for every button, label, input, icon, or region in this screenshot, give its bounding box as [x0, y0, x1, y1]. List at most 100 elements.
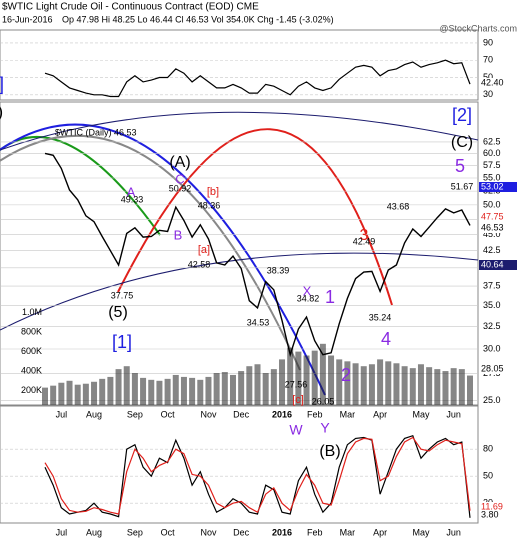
x-tick-label: Oct: [161, 409, 176, 419]
end-label: 3.80: [481, 509, 499, 519]
x-tick-label: Aug: [86, 527, 102, 537]
annotation: 48.36: [198, 200, 221, 210]
annotation: C: [175, 171, 184, 186]
volume-bar: [328, 355, 335, 405]
volume-bar: [123, 366, 130, 405]
date: 16-Jun-2016: [2, 14, 53, 24]
annotation: 37.75: [111, 290, 134, 300]
volume-bar: [107, 376, 114, 405]
volume-bar: [401, 366, 408, 405]
volume-tick-label: 1.0M: [22, 307, 42, 317]
y-tick-label: 57.5: [483, 160, 501, 170]
volume-bar: [254, 364, 261, 405]
volume-bar: [164, 378, 171, 405]
end-label-box: [479, 502, 517, 512]
x-tick-label: Jun: [446, 409, 461, 419]
end-label: 46.53: [481, 222, 504, 232]
envelope: [0, 252, 479, 331]
volume-bar: [409, 368, 416, 405]
end-label: 42.40: [481, 77, 504, 87]
end-label: 11.69: [481, 501, 503, 511]
volume-bar: [172, 374, 179, 405]
annotation: 34.82: [297, 293, 320, 303]
series-line: [44, 59, 471, 98]
volume-bar: [270, 369, 277, 405]
volume-bar: [189, 377, 196, 405]
x-tick-label: Aug: [86, 409, 102, 419]
annotation: [b]: [207, 186, 219, 198]
volume-bar: [467, 375, 473, 405]
volume-bar: [295, 351, 302, 405]
annotation: 50.92: [169, 183, 192, 193]
annotation: (B): [319, 443, 340, 460]
source: @StockCharts.com: [439, 23, 517, 33]
volume-bar: [434, 369, 441, 405]
info-line: Op 47.98 Hi 48.25 Lo 46.44 Cl 46.53 Vol …: [62, 14, 334, 24]
volume-bar: [352, 363, 359, 405]
envelope: [0, 111, 479, 151]
x-tick-label: Jul: [56, 527, 68, 537]
annotation: 49.33: [121, 194, 144, 204]
y-tick-label: 37.5: [483, 280, 501, 290]
annotation: Y: [320, 420, 330, 436]
cycle-arcs: [0, 111, 479, 396]
volume-bar: [426, 367, 433, 405]
volume-bar: [393, 363, 400, 405]
x-tick-label: Feb: [307, 527, 323, 537]
annotation: 5: [455, 156, 465, 176]
volume-tick-label: 600K: [21, 346, 42, 356]
cycle-arc: [0, 135, 161, 236]
annotation: W: [289, 422, 303, 438]
volume-bar: [58, 382, 65, 405]
volume-bar: [458, 369, 465, 405]
series-line: [44, 434, 471, 518]
annotation: 35.24: [369, 312, 392, 322]
volume-bar: [287, 347, 294, 405]
annotation: [c]: [292, 394, 304, 406]
volume-bar: [205, 376, 212, 405]
volume-bar: [74, 384, 81, 405]
volume-bar: [377, 359, 384, 405]
cycle-arc: [0, 134, 301, 371]
volume-bar: [262, 373, 269, 405]
annotation: 51.67: [451, 181, 474, 191]
end-label-box: [479, 78, 517, 88]
end-label-box: [479, 510, 517, 520]
x-tick-label: May: [412, 527, 430, 537]
volume-bar: [156, 380, 163, 405]
x-tick-label: Dec: [233, 409, 250, 419]
annotation: [1]: [112, 332, 132, 352]
volume-bar: [180, 376, 187, 405]
stochastic-panel: [0, 405, 479, 524]
annotation: 26.05: [312, 396, 335, 406]
y-tick-label: 80: [483, 444, 493, 454]
x-tick-label: 2016: [272, 409, 292, 419]
annotation: [2]: [452, 105, 472, 125]
x-tick-label: Mar: [340, 409, 356, 419]
x-tick-label: Mar: [340, 527, 356, 537]
series-line: [44, 152, 471, 358]
volume-bar: [213, 373, 220, 405]
x-tick-label: Dec: [233, 527, 250, 537]
volume-bar: [221, 372, 228, 405]
annotation: (C): [0, 104, 3, 121]
volume-bar: [303, 355, 310, 405]
volume-bar: [140, 377, 147, 405]
y-tick-label: 60.0: [483, 148, 501, 158]
end-label: 28.05: [481, 363, 504, 373]
volume-bar: [197, 379, 204, 405]
x-tick-label: Jul: [56, 409, 68, 419]
x-tick-label: Apr: [373, 527, 387, 537]
y-tick-label: 70: [483, 55, 493, 65]
volume-bar: [311, 350, 318, 405]
volume-tick-label: 200K: [21, 385, 42, 395]
series-line: [44, 436, 471, 515]
x-tick-label: May: [412, 409, 430, 419]
cycle-arc: [117, 128, 393, 306]
annotation: 42.58: [188, 259, 211, 269]
volume-bar: [148, 379, 155, 405]
annotation: 1: [325, 287, 335, 307]
annotation: 2: [341, 365, 351, 385]
